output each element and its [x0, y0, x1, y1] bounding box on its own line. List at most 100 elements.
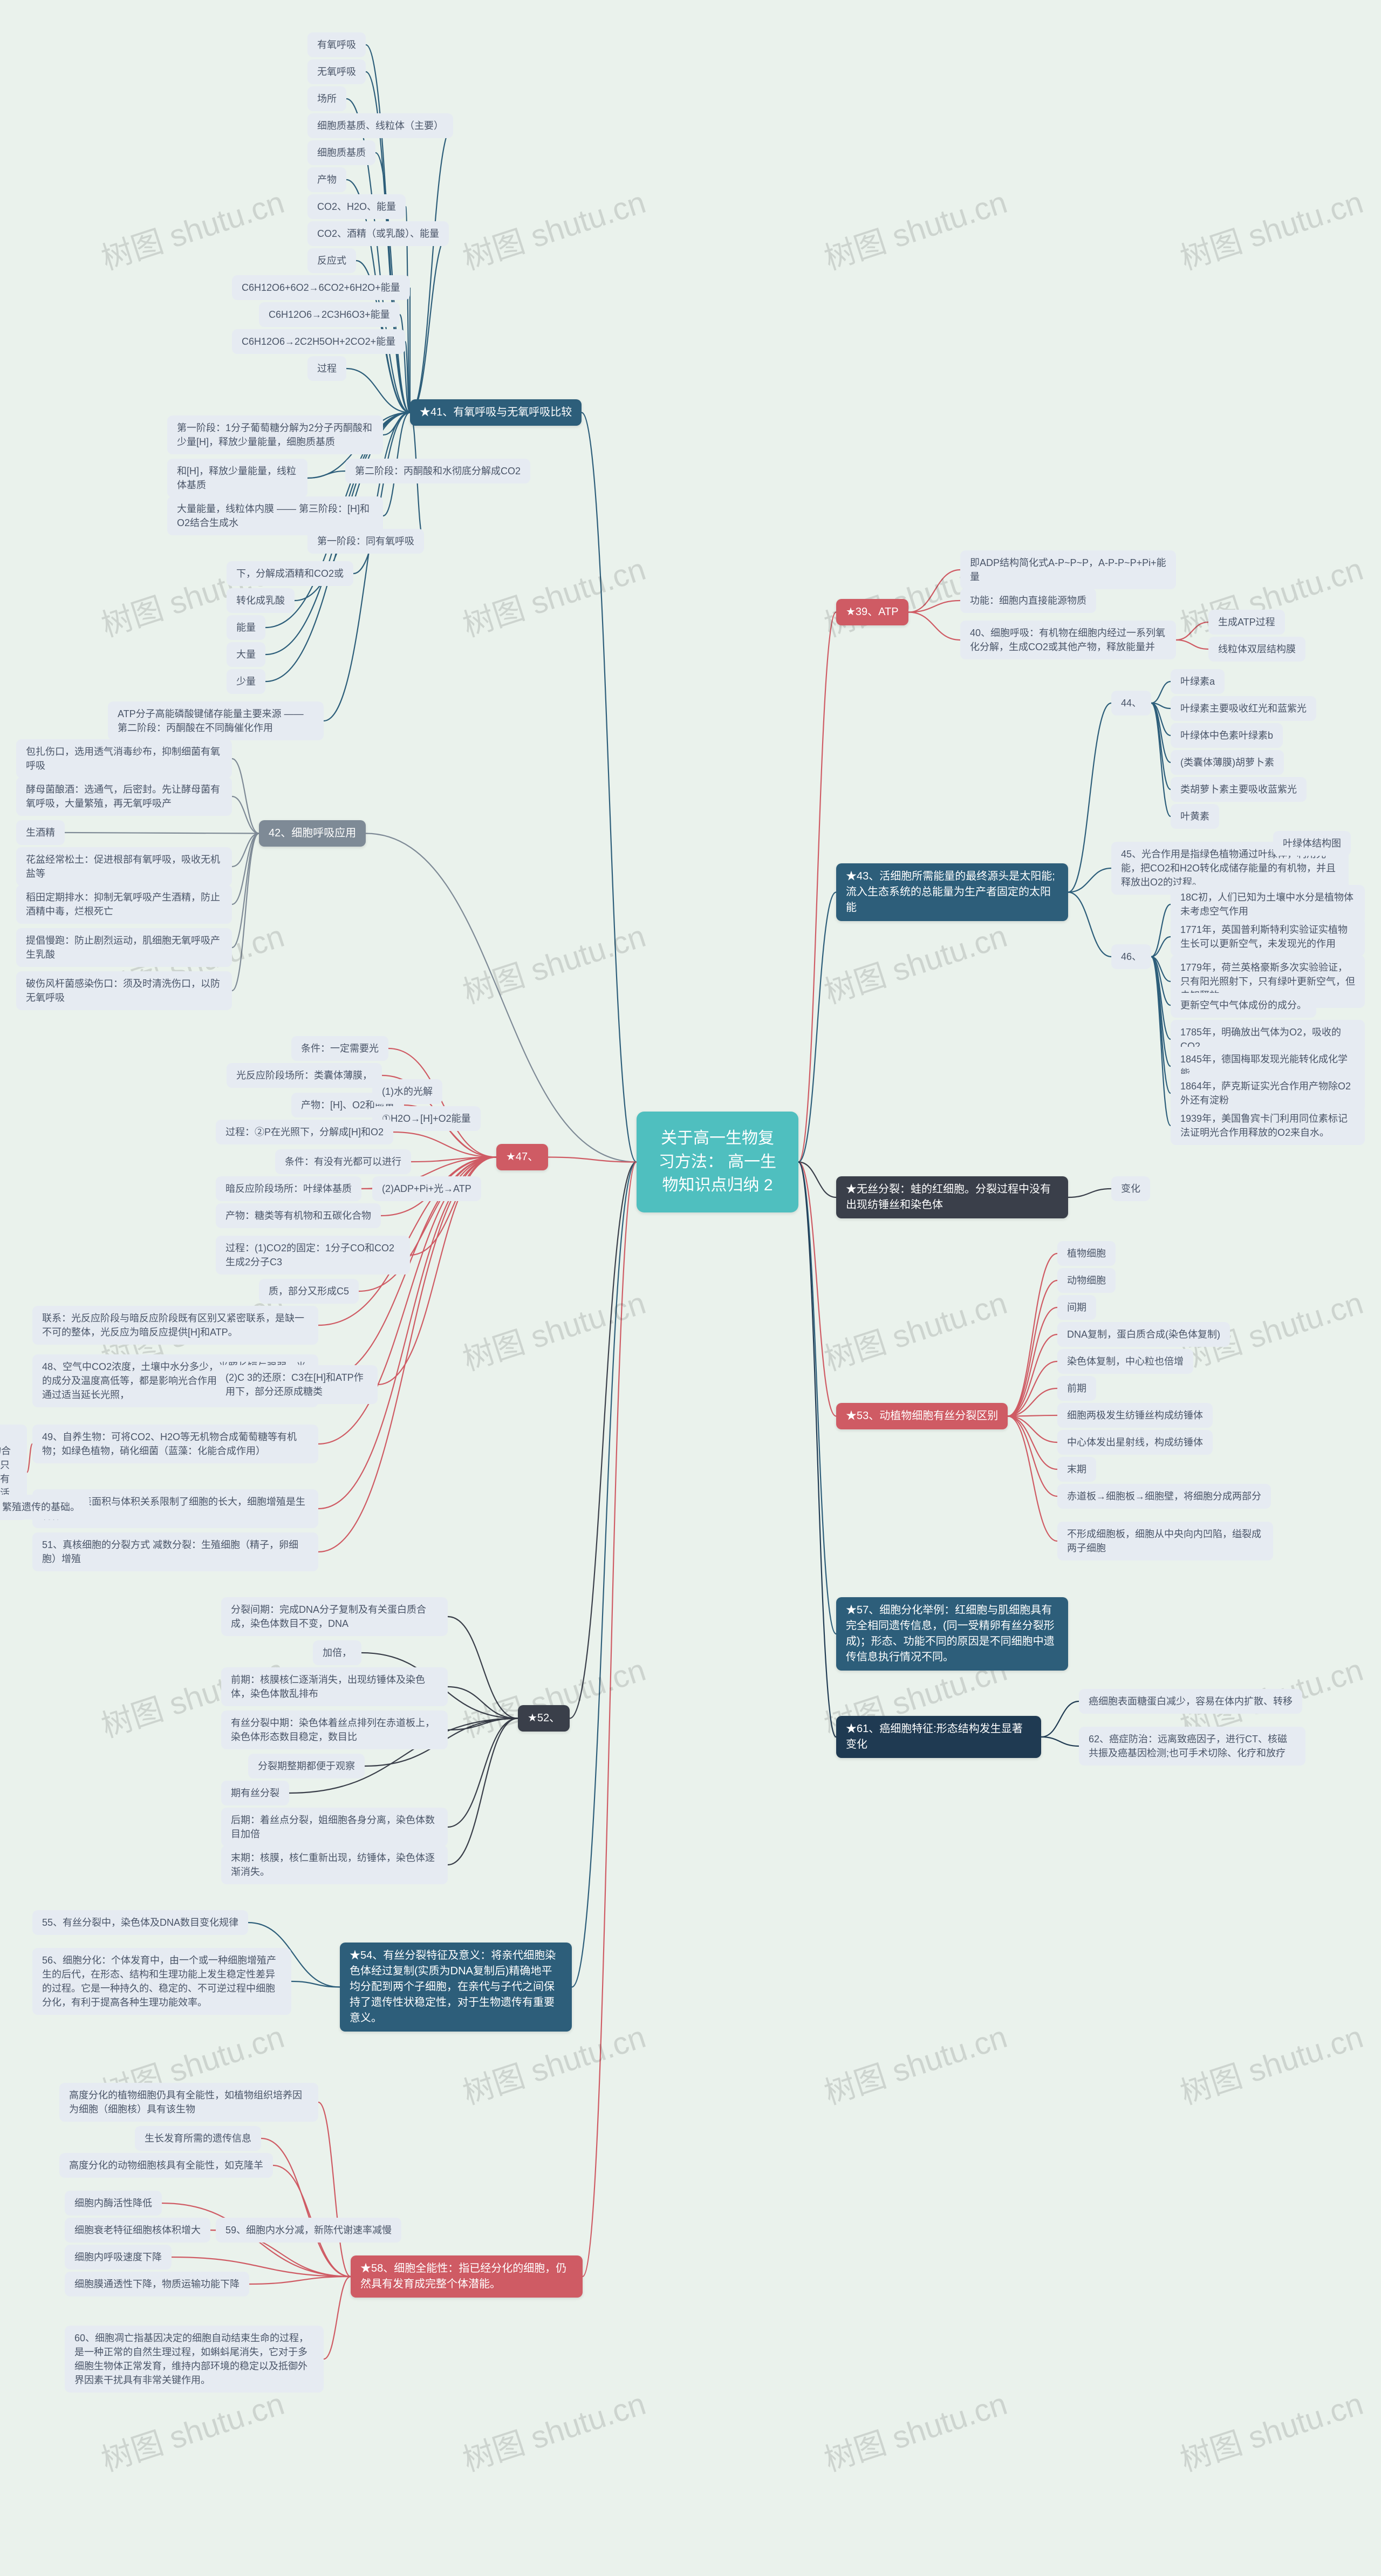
leaf-node[interactable]: 44、 — [1111, 691, 1151, 715]
leaf-node[interactable]: 即ADP结构简化式A-P~P~P，A-P-P~P+Pi+能量 — [960, 550, 1176, 589]
leaf-node[interactable]: 末期 — [1057, 1457, 1096, 1482]
leaf-node[interactable]: (2)C 3的还原：C3在[H]和ATP作用下，部分还原成糖类 — [216, 1365, 378, 1404]
leaf-node[interactable]: 62、癌症防治：远离致癌因子，进行CT、核磁共振及癌基因检测;也可手术切除、化疗… — [1079, 1727, 1305, 1766]
leaf-node[interactable]: (类囊体薄膜)胡萝卜素 — [1171, 750, 1284, 775]
branch-node[interactable]: ★52、 — [518, 1705, 570, 1732]
leaf-node[interactable]: 51、真核细胞的分裂方式 减数分裂：生殖细胞（精子，卵细胞）增殖 — [32, 1532, 318, 1571]
leaf-node[interactable]: 转化成乳酸 — [227, 588, 295, 613]
leaf-node[interactable]: C6H12O6→2C3H6O3+能量 — [259, 302, 400, 327]
branch-node[interactable]: ★41、有氧呼吸与无氧呼吸比较 — [410, 399, 582, 426]
leaf-node[interactable]: 叶绿体中色素叶绿素b — [1171, 723, 1283, 748]
leaf-node[interactable]: 间期 — [1057, 1295, 1096, 1320]
branch-node[interactable]: ★43、活细胞所需能量的最终源头是太阳能;流入生态系统的总能量为生产者固定的太阳… — [836, 863, 1068, 921]
branch-node[interactable]: ★57、细胞分化举例：红细胞与肌细胞具有完全相同遗传信息，(同一受精卵有丝分裂形… — [836, 1597, 1068, 1671]
leaf-node[interactable]: 中心体发出星射线，构成纺锤体 — [1057, 1430, 1213, 1455]
leaf-node[interactable]: 后期：着丝点分裂，姐细胞各身分离，染色体数目加倍 — [221, 1808, 448, 1846]
leaf-node[interactable]: 末期：核膜，核仁重新出现，纺锤体，染色体逐渐消失。 — [221, 1845, 448, 1884]
branch-node[interactable]: ★53、动植物细胞有丝分裂区别 — [836, 1403, 1008, 1429]
leaf-node[interactable]: 染色体复制，中心粒也倍增 — [1057, 1349, 1193, 1374]
branch-node[interactable]: ★58、细胞全能性：指已经分化的细胞，仍然具有发育成完整个体潜能。 — [351, 2255, 583, 2298]
leaf-node[interactable]: 生酒精 — [16, 820, 65, 845]
leaf-node[interactable]: 质，部分又形成C5 — [259, 1279, 359, 1304]
leaf-node[interactable]: 叶绿体结构图 — [1273, 831, 1351, 856]
leaf-node[interactable]: 第二阶段：丙酮酸和水彻底分解成CO2 — [345, 459, 530, 483]
leaf-node[interactable]: 高度分化的动物细胞核具有全能性，如克隆羊 — [59, 2153, 273, 2178]
leaf-node[interactable]: 有丝分裂中期：染色体着丝点排列在赤道板上，染色体形态数目稳定，数目比 — [221, 1710, 448, 1749]
leaf-node[interactable]: 动物细胞 — [1057, 1268, 1116, 1293]
leaf-node[interactable]: 细胞膜通透性下降，物质运输功能下降 — [65, 2272, 249, 2296]
leaf-node[interactable]: 光反应阶段场所：类囊体薄膜， — [227, 1063, 382, 1088]
leaf-node[interactable]: 56、细胞分化：个体发育中，由一个或一种细胞增殖产生的后代，在形态、结构和生理功… — [32, 1948, 291, 2015]
leaf-node[interactable]: 花盆经常松土：促进根部有氧呼吸，吸收无机盐等 — [16, 847, 232, 886]
leaf-node[interactable]: 分裂间期：完成DNA分子复制及有关蛋白质合成，染色体数目不变，DNA — [221, 1597, 448, 1636]
leaf-node[interactable]: 稻田定期排水：抑制无氧呼吸产生酒精，防止酒精中毒，烂根死亡 — [16, 885, 232, 924]
leaf-node[interactable]: CO2、酒精（或乳酸）、能量 — [307, 221, 449, 246]
branch-node[interactable]: ★47、 — [496, 1144, 548, 1170]
leaf-node[interactable]: 癌细胞表面糖蛋白减少，容易在体内扩散、转移 — [1079, 1689, 1302, 1714]
leaf-node[interactable]: 和[H]，释放少量能量，线粒体基质 — [167, 459, 307, 498]
leaf-node[interactable]: CO2、H2O、能量 — [307, 194, 406, 219]
branch-node[interactable]: ★54、有丝分裂特征及意义：将亲代细胞染色体经过复制(实质为DNA复制后)精确地… — [340, 1943, 572, 2032]
leaf-node[interactable]: 过程：(1)CO2的固定：1分子CO和CO2生成2分子C3 — [216, 1236, 410, 1275]
leaf-node[interactable]: 前期：核膜核仁逐渐消失，出现纺锤体及染色体，染色体散乱排布 — [221, 1667, 448, 1706]
leaf-node[interactable]: 有氧呼吸 — [307, 32, 366, 57]
leaf-node[interactable]: 第一阶段：同有氧呼吸 — [307, 529, 424, 554]
leaf-node[interactable]: 变化 — [1111, 1176, 1150, 1201]
leaf-node[interactable]: 细胞内酶活性降低 — [65, 2191, 162, 2216]
leaf-node[interactable]: 叶黄素 — [1171, 804, 1219, 829]
leaf-node[interactable]: 细胞质基质 — [307, 140, 375, 165]
leaf-node[interactable]: 生长发育所需的遗传信息 — [135, 2126, 261, 2151]
leaf-node[interactable]: 产物 — [307, 167, 346, 192]
leaf-node[interactable]: 细胞内呼吸速度下降 — [65, 2245, 172, 2270]
leaf-node[interactable]: 高度分化的植物细胞仍具有全能性，如植物组织培养因为细胞（细胞核）具有该生物 — [59, 2083, 318, 2122]
leaf-node[interactable]: 酵母菌酿酒：选通气，后密封。先让酵母菌有氧呼吸，大量繁殖，再无氧呼吸产 — [16, 777, 232, 816]
leaf-node[interactable]: DNA复制，蛋白质合成(染色体复制) — [1057, 1322, 1230, 1347]
leaf-node[interactable]: C6H12O6+6O2→6CO2+6H2O+能量 — [232, 275, 410, 300]
leaf-node[interactable]: 无氧呼吸 — [307, 59, 366, 84]
leaf-node[interactable]: 暗反应阶段场所：叶绿体基质 — [216, 1176, 361, 1201]
leaf-node[interactable]: 叶绿素主要吸收红光和蓝紫光 — [1171, 696, 1316, 721]
leaf-node[interactable]: 赤道板→细胞板→细胞壁，将细胞分成两部分 — [1057, 1484, 1271, 1509]
leaf-node[interactable]: C6H12O6→2C2H5OH+2CO2+能量 — [232, 329, 405, 354]
leaf-node[interactable]: 46、 — [1111, 944, 1151, 969]
branch-node[interactable]: ★39、ATP — [836, 599, 908, 625]
leaf-node[interactable]: 细胞两极发生纺锤丝构成纺锤体 — [1057, 1403, 1213, 1428]
leaf-node[interactable]: ATP分子高能磷酸键储存能量主要来源 —— 第二阶段：丙酮酸在不同酶催化作用 — [108, 701, 324, 740]
leaf-node[interactable]: 生成ATP过程 — [1208, 610, 1285, 635]
leaf-node[interactable]: (1)水的光解 — [372, 1079, 442, 1104]
center-node[interactable]: 关于高一生物复习方法： 高一生物知识点归纳 2 — [637, 1112, 798, 1212]
leaf-node[interactable]: 分裂期整期都便于观察 — [248, 1754, 365, 1778]
leaf-node[interactable]: 能量 — [227, 615, 265, 640]
leaf-node[interactable]: 期有丝分裂 — [221, 1781, 289, 1805]
leaf-node[interactable]: 类胡萝卜素主要吸收蓝紫光 — [1171, 777, 1307, 802]
leaf-node[interactable]: 线粒体双层结构膜 — [1208, 637, 1305, 662]
leaf-node[interactable]: 反应式 — [307, 248, 356, 273]
leaf-node[interactable]: 更新空气中气体成份的成分。 — [1171, 993, 1316, 1018]
leaf-node[interactable]: 大量 — [227, 642, 265, 667]
leaf-node[interactable]: 不形成细胞板，细胞从中央向内凹陷，缢裂成两子细胞 — [1057, 1522, 1273, 1560]
leaf-node[interactable]: 49、自养生物：可将CO2、H2O等无机物合成葡萄糖等有机物；如绿色植物，硝化细… — [32, 1425, 318, 1463]
leaf-node[interactable]: 1771年，英国普利斯特利实验证实植物生长可以更新空气，未发现光的作用 — [1171, 917, 1365, 956]
leaf-node[interactable]: 细胞衰老特征细胞核体积增大 — [65, 2218, 210, 2243]
leaf-node[interactable]: 条件：一定需要光 — [291, 1036, 388, 1061]
leaf-node[interactable]: 过程：②P在光照下，分解成[H]和O2 — [216, 1120, 393, 1144]
leaf-node[interactable]: 育生长、发育、繁殖遗传的基础。 — [0, 1495, 90, 1519]
leaf-node[interactable]: 叶绿素a — [1171, 669, 1225, 694]
leaf-node[interactable]: 植物细胞 — [1057, 1241, 1116, 1266]
leaf-node[interactable]: 产物：糖类等有机物和五碳化合物 — [216, 1203, 381, 1228]
leaf-node[interactable]: 提倡慢跑：防止剧烈运动，肌细胞无氧呼吸产生乳酸 — [16, 928, 232, 967]
leaf-node[interactable]: 过程 — [307, 356, 346, 381]
leaf-node[interactable]: 下，分解成酒精和CO2或 — [227, 561, 353, 586]
leaf-node[interactable]: 第一阶段：1分子葡萄糖分解为2分子丙酮酸和少量[H]，释放少量能量，细胞质基质 — [167, 415, 383, 454]
leaf-node[interactable]: 条件：有没有光都可以进行 — [275, 1149, 411, 1174]
leaf-node[interactable]: 60、细胞凋亡指基因决定的细胞自动结束生命的过程，是一种正常的自然生理过程，如蝌… — [65, 2326, 324, 2393]
leaf-node[interactable]: 少量 — [227, 669, 265, 694]
leaf-node[interactable]: (2)ADP+Pi+光→ATP — [372, 1176, 481, 1201]
leaf-node[interactable]: 包扎伤口，选用透气消毒纱布，抑制细菌有氧呼吸 — [16, 739, 232, 778]
leaf-node[interactable]: 加倍， — [313, 1640, 361, 1665]
branch-node[interactable]: ★61、癌细胞特征:形态结构发生显著变化 — [836, 1716, 1041, 1758]
leaf-node[interactable]: 前期 — [1057, 1376, 1096, 1401]
leaf-node[interactable]: 55、有丝分裂中，染色体及DNA数目变化规律 — [32, 1910, 248, 1935]
leaf-node[interactable]: 40、细胞呼吸：有机物在细胞内经过一系列氧化分解，生成CO2或其他产物，释放能量… — [960, 621, 1176, 659]
leaf-node[interactable]: 59、细胞内水分减，新陈代谢速率减慢 — [216, 2218, 401, 2243]
